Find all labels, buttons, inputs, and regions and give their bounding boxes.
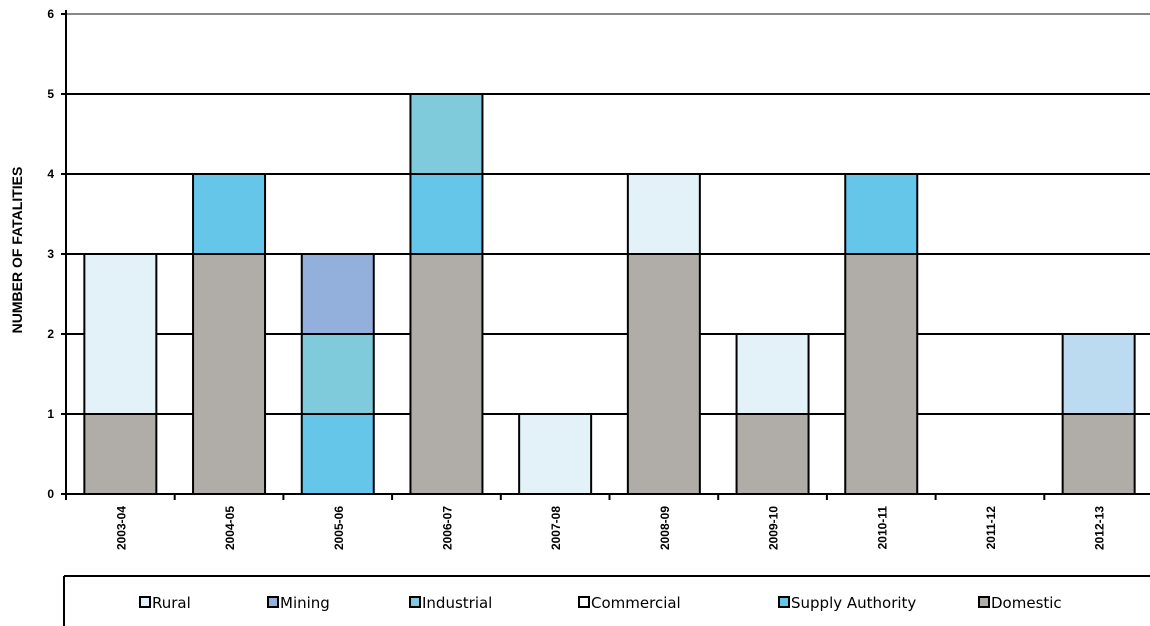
bar-2005-06-mining	[300, 253, 375, 335]
bar-2006-07-supply-authority	[409, 173, 484, 255]
legend-swatch-commercial	[578, 596, 590, 608]
legend-label-supply-authority: Supply Authority	[791, 594, 916, 612]
bar-2003-04-rural	[83, 253, 158, 415]
legend-swatch-industrial	[409, 596, 421, 608]
legend: Rural Mining Industrial Commercial Supply Au…	[63, 575, 1150, 626]
bars	[83, 93, 1136, 495]
legend-label-industrial: Industrial	[422, 594, 492, 612]
bar-2008-09-domestic	[626, 253, 701, 495]
bar-2010-11-supply-authority	[844, 173, 919, 255]
x-tick-label-2009-10: 2009-10	[767, 506, 781, 550]
y-tick-label-6: 6	[47, 7, 54, 21]
x-tick-labels: 2003-04 2004-05 2005-06 2006-07 2007-08 2008-…	[114, 506, 1106, 550]
bar-2004-05-domestic	[192, 253, 267, 495]
bar-2008-09-rural	[626, 173, 701, 255]
x-tick-label-2008-09: 2008-09	[658, 506, 672, 550]
legend-swatch-domestic	[978, 596, 990, 608]
x-tick-label-2011-12: 2011-12	[984, 506, 998, 550]
y-tick-label-4: 4	[47, 167, 54, 181]
x-tick-label-2003-04: 2003-04	[114, 506, 128, 550]
bar-2006-07-industrial	[409, 93, 484, 175]
bar-2003-04-domestic	[83, 413, 158, 495]
axes	[61, 10, 1150, 500]
y-tick-label-1: 1	[47, 407, 54, 421]
y-tick-label-5: 5	[47, 87, 54, 101]
bar-2009-10-domestic	[735, 413, 810, 495]
bar-2009-10-rural	[735, 333, 810, 415]
x-tick-label-2006-07: 2006-07	[440, 506, 454, 550]
bar-2012-13-segment-6	[1061, 333, 1136, 415]
legend-label-rural: Rural	[152, 594, 191, 612]
bar-2006-07-domestic	[409, 253, 484, 495]
x-tick-label-2005-06: 2005-06	[332, 506, 346, 550]
x-tick-label-2010-11: 2010-11	[875, 506, 889, 550]
legend-label-domestic: Domestic	[991, 594, 1062, 612]
legend-swatch-mining	[267, 596, 279, 608]
bar-2012-13-domestic	[1061, 413, 1136, 495]
y-tick-label-2: 2	[47, 327, 54, 341]
bar-2005-06-supply-authority	[300, 413, 375, 495]
y-tick-label-3: 3	[47, 247, 54, 261]
legend-swatch-supply-authority	[778, 596, 790, 608]
bar-2010-11-domestic	[844, 253, 919, 495]
bar-2007-08-rural	[518, 413, 593, 495]
x-tick-label-2004-05: 2004-05	[223, 506, 237, 550]
x-tick-label-2007-08: 2007-08	[549, 506, 563, 550]
y-axis-label: NUMBER OF FATALITIES	[9, 167, 25, 334]
y-tick-label-0: 0	[47, 487, 54, 501]
x-tick-label-2012-13: 2012-13	[1093, 506, 1107, 550]
bar-2004-05-supply-authority	[192, 173, 267, 255]
y-tick-labels: 0 1 2 3 4 5 6	[47, 7, 54, 501]
bar-2005-06-industrial	[300, 333, 375, 415]
legend-swatch-rural	[139, 596, 151, 608]
legend-label-commercial: Commercial	[591, 594, 681, 612]
legend-label-mining: Mining	[280, 594, 330, 612]
